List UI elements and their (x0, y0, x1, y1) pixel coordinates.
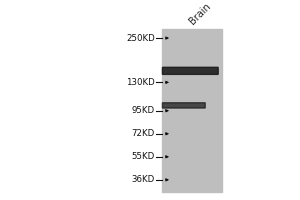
Text: 72KD: 72KD (132, 129, 155, 138)
Bar (162, 29, 222, 192)
Text: 250KD: 250KD (126, 34, 155, 43)
Text: 55KD: 55KD (132, 152, 155, 161)
Text: 130KD: 130KD (126, 78, 155, 87)
Text: 36KD: 36KD (132, 175, 155, 184)
Text: 95KD: 95KD (132, 106, 155, 115)
FancyBboxPatch shape (162, 67, 218, 74)
Text: Brain: Brain (188, 1, 213, 27)
FancyBboxPatch shape (162, 103, 205, 108)
